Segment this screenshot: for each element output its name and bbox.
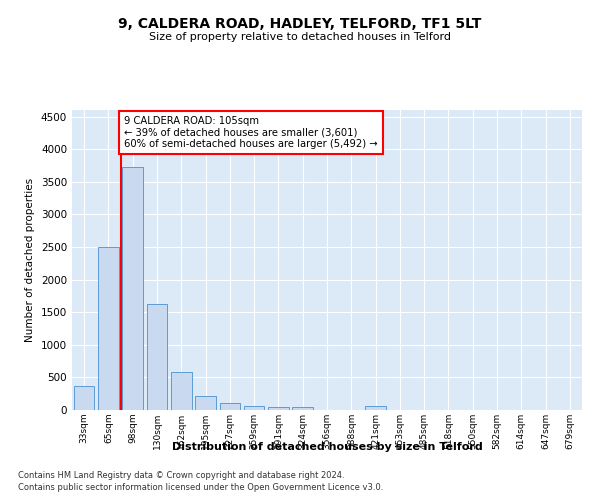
Y-axis label: Number of detached properties: Number of detached properties xyxy=(25,178,35,342)
Text: Size of property relative to detached houses in Telford: Size of property relative to detached ho… xyxy=(149,32,451,42)
Text: 9, CALDERA ROAD, HADLEY, TELFORD, TF1 5LT: 9, CALDERA ROAD, HADLEY, TELFORD, TF1 5L… xyxy=(118,18,482,32)
Bar xyxy=(74,386,94,410)
Text: Contains public sector information licensed under the Open Government Licence v3: Contains public sector information licen… xyxy=(18,484,383,492)
Bar xyxy=(220,403,240,410)
Text: Distribution of detached houses by size in Telford: Distribution of detached houses by size … xyxy=(172,442,482,452)
Bar xyxy=(171,372,191,410)
Bar xyxy=(365,406,386,410)
Bar xyxy=(268,408,289,410)
Bar xyxy=(244,406,265,410)
Bar xyxy=(195,396,216,410)
Bar xyxy=(98,247,119,410)
Bar xyxy=(122,168,143,410)
Bar xyxy=(292,408,313,410)
Text: 9 CALDERA ROAD: 105sqm
← 39% of detached houses are smaller (3,601)
60% of semi-: 9 CALDERA ROAD: 105sqm ← 39% of detached… xyxy=(124,116,378,150)
Text: Contains HM Land Registry data © Crown copyright and database right 2024.: Contains HM Land Registry data © Crown c… xyxy=(18,471,344,480)
Bar xyxy=(146,304,167,410)
